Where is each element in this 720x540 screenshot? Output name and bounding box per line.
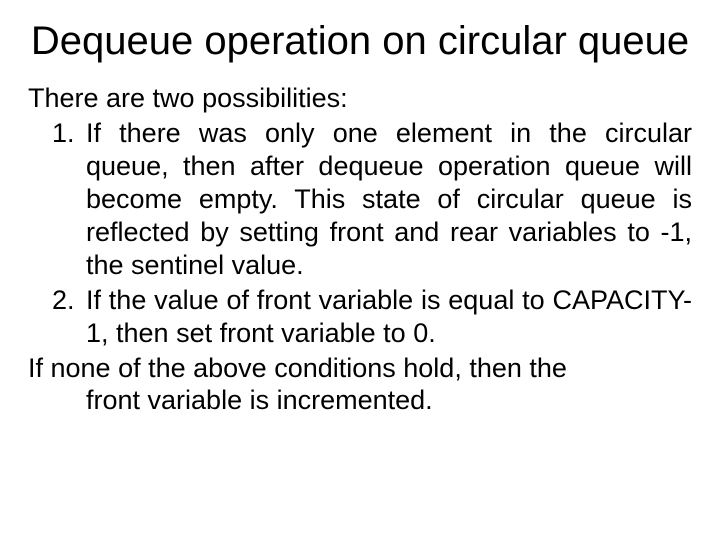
list-item: If there was only one element in the cir… bbox=[82, 117, 692, 282]
closing-line-1: If none of the above conditions hold, th… bbox=[28, 353, 567, 383]
slide-title: Dequeue operation on circular queue bbox=[28, 18, 692, 64]
slide: Dequeue operation on circular queue Ther… bbox=[0, 0, 720, 540]
closing-line-2: front variable is incremented. bbox=[28, 384, 692, 417]
closing-text: If none of the above conditions hold, th… bbox=[28, 352, 692, 418]
possibility-list: If there was only one element in the cir… bbox=[28, 117, 692, 350]
slide-body: There are two possibilities: If there wa… bbox=[28, 82, 692, 417]
intro-text: There are two possibilities: bbox=[28, 82, 692, 115]
list-item: If the value of front variable is equal … bbox=[82, 284, 692, 350]
